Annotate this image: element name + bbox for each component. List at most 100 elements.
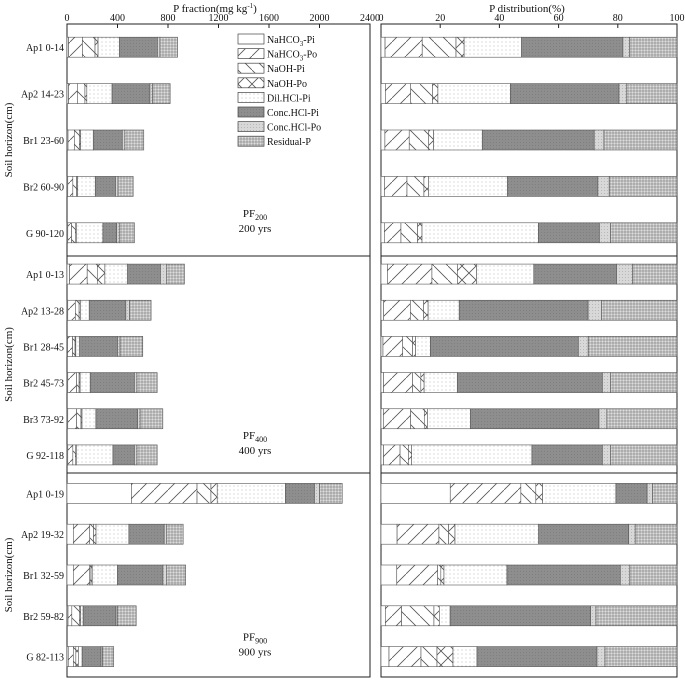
abs-bar-segment <box>117 564 164 586</box>
pct-bar-segment <box>387 263 433 285</box>
pct-bar-segment <box>411 444 533 466</box>
right-x-tick-label: 80 <box>613 13 623 24</box>
abs-bar-segment <box>76 222 104 244</box>
abs-bar-segment <box>82 36 96 58</box>
abs-bar-segment <box>137 408 141 430</box>
abs-bar-segment <box>210 483 218 504</box>
abs-bar-segment <box>319 483 343 504</box>
abs-bar-segment <box>67 222 72 244</box>
pct-bar-segment <box>622 36 630 58</box>
abs-bar-segment <box>73 523 91 545</box>
pct-bar-segment <box>415 336 431 357</box>
legend-swatch <box>237 62 265 74</box>
abs-bar-segment <box>136 372 158 393</box>
abs-bar-segment <box>121 129 126 151</box>
pct-bar-segment <box>380 523 398 545</box>
abs-bar-segment <box>128 523 165 545</box>
pct-bar-segment <box>595 605 678 627</box>
pct-bar-segment <box>618 83 627 104</box>
abs-bar-segment <box>69 263 88 285</box>
pct-bar-segment <box>432 83 439 104</box>
pct-bar-segment <box>597 176 610 197</box>
pct-bar-segment <box>406 176 425 197</box>
abs-bar-segment <box>102 646 115 667</box>
legend-label: Dil.HCl-Pi <box>267 93 311 104</box>
pct-bar-segment <box>615 483 648 504</box>
pct-bar-segment <box>610 372 678 393</box>
pct-bar-segment <box>421 36 457 58</box>
abs-bar-segment <box>139 408 164 430</box>
pct-bar-segment <box>606 408 678 430</box>
group-age: 900 yrs <box>239 647 272 659</box>
left-x-tick-label: 2000 <box>310 13 330 24</box>
abs-bar-segment <box>76 372 80 393</box>
pct-bar-segment <box>590 605 597 627</box>
row-label: Br3 73-92 <box>23 415 64 426</box>
pct-bar-segment <box>603 129 678 151</box>
pct-bar-segment <box>380 83 386 104</box>
legend-swatch <box>237 77 265 89</box>
pct-bar-segment <box>428 176 508 197</box>
pct-bar-segment <box>610 222 678 244</box>
pct-bar-segment <box>629 564 678 586</box>
abs-bar-segment <box>68 36 83 58</box>
pct-bar-segment <box>384 176 408 197</box>
pct-bar-segment <box>412 336 416 357</box>
abs-bar-segment <box>166 564 186 586</box>
abs-bar-segment <box>119 36 158 58</box>
pct-bar-segment <box>587 336 678 357</box>
pct-bar-segment <box>587 299 602 321</box>
abs-bar-segment <box>111 83 151 104</box>
row-label: Br1 32-59 <box>23 571 64 582</box>
abs-bar-segment <box>91 564 118 586</box>
abs-bar-segment <box>75 336 80 357</box>
pct-bar-segment <box>602 444 611 466</box>
group-name: PF900 <box>243 632 267 646</box>
abs-bar-segment <box>129 299 152 321</box>
abs-bar-segment <box>163 523 168 545</box>
abs-bar-segment <box>67 336 73 357</box>
pct-bar-segment <box>616 263 633 285</box>
pct-bar-segment <box>578 336 589 357</box>
row-label: Br1 28-45 <box>23 342 64 353</box>
pct-bar-segment <box>440 564 445 586</box>
abs-bar-segment <box>77 83 86 104</box>
pct-bar-segment <box>428 129 434 151</box>
abs-bar-segment <box>125 299 130 321</box>
left-x-tick-label: 2400 <box>360 13 380 24</box>
abs-bar-segment <box>67 408 77 430</box>
pct-bar-segment <box>384 36 423 58</box>
pct-bar-segment <box>423 299 429 321</box>
abs-bar-segment <box>71 605 80 627</box>
pct-bar-segment <box>401 605 435 627</box>
legend-swatch <box>237 92 265 103</box>
row-label: Br2 60-90 <box>23 182 64 193</box>
pct-bar-segment <box>396 564 438 586</box>
pct-bar-segment <box>521 36 624 58</box>
row-label: Ap1 0-13 <box>26 270 64 281</box>
abs-bar-segment <box>73 646 77 667</box>
pct-bar-segment <box>420 646 438 667</box>
pct-bar-segment <box>384 129 410 151</box>
abs-bar-segment <box>117 176 134 197</box>
right-x-tick-label: 100 <box>670 13 685 24</box>
abs-bar-segment <box>162 564 168 586</box>
pct-bar-segment <box>388 646 422 667</box>
y-axis-title: Soil horizon(cm) <box>3 102 15 177</box>
row-label: Br2 45-73 <box>23 379 64 390</box>
abs-bar-segment <box>79 372 91 393</box>
pct-bar-segment <box>380 222 385 244</box>
pct-bar-segment <box>538 222 600 244</box>
pct-bar-segment <box>410 83 433 104</box>
abs-bar-segment <box>117 336 121 357</box>
pct-bar-segment <box>380 444 384 466</box>
pct-bar-segment <box>481 129 595 151</box>
pct-bar-segment <box>430 336 579 357</box>
left-x-tick-label: 0 <box>65 13 70 24</box>
row-label: Br1 23-60 <box>23 136 64 147</box>
legend-label: NaOH-Po <box>267 79 307 90</box>
abs-bar-segment <box>86 263 98 285</box>
pct-bar-segment <box>510 83 620 104</box>
